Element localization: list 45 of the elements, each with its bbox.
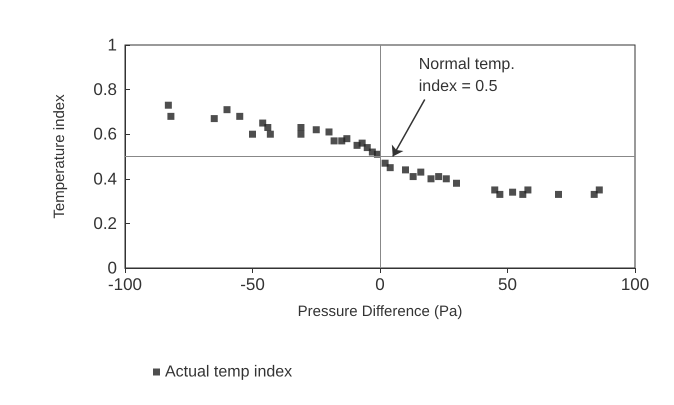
- point: [386, 164, 394, 172]
- point: [326, 128, 332, 136]
- point: [509, 188, 516, 196]
- x-tick-label: -50: [240, 275, 265, 294]
- point: [297, 130, 304, 138]
- point: [453, 180, 460, 187]
- point: [596, 186, 603, 194]
- point: [343, 135, 350, 142]
- point: [435, 173, 442, 180]
- point: [496, 190, 504, 198]
- point: [442, 175, 450, 182]
- point: [224, 106, 230, 114]
- y-tick-label: 0.8: [93, 80, 117, 100]
- legend-label: Actual temp index: [165, 364, 292, 380]
- point: [358, 140, 366, 147]
- x-tick-label: -100: [108, 275, 142, 294]
- point: [266, 130, 274, 138]
- point: [524, 186, 532, 194]
- y-tick-label: 0.2: [93, 214, 117, 233]
- y-tick-label: 0.6: [93, 124, 117, 144]
- y-axis-title: Temperature index: [51, 94, 68, 219]
- x-axis-title: Pressure Difference (Pa): [298, 303, 462, 320]
- point: [555, 190, 562, 198]
- point: [249, 130, 256, 138]
- point: [210, 115, 218, 122]
- point: [236, 112, 244, 120]
- y-tick-label: 0: [108, 258, 117, 278]
- x-tick-label: 50: [498, 275, 517, 294]
- x-tick-label: 0: [375, 275, 385, 294]
- point: [410, 173, 417, 180]
- y-tick-label: 0.4: [93, 169, 117, 188]
- point: [297, 124, 304, 132]
- x-tick-label: 100: [620, 275, 650, 294]
- point: [259, 120, 266, 127]
- point: [428, 175, 434, 182]
- point: [590, 190, 598, 198]
- point: [167, 112, 174, 120]
- point: [417, 168, 424, 176]
- annotation: Normal temp. index = 0.5: [418, 56, 515, 95]
- point: [164, 102, 172, 109]
- point: [264, 124, 272, 132]
- point: [312, 126, 320, 134]
- y-tick-label: 1: [108, 36, 117, 54]
- point: [330, 137, 338, 144]
- point: [402, 166, 409, 174]
